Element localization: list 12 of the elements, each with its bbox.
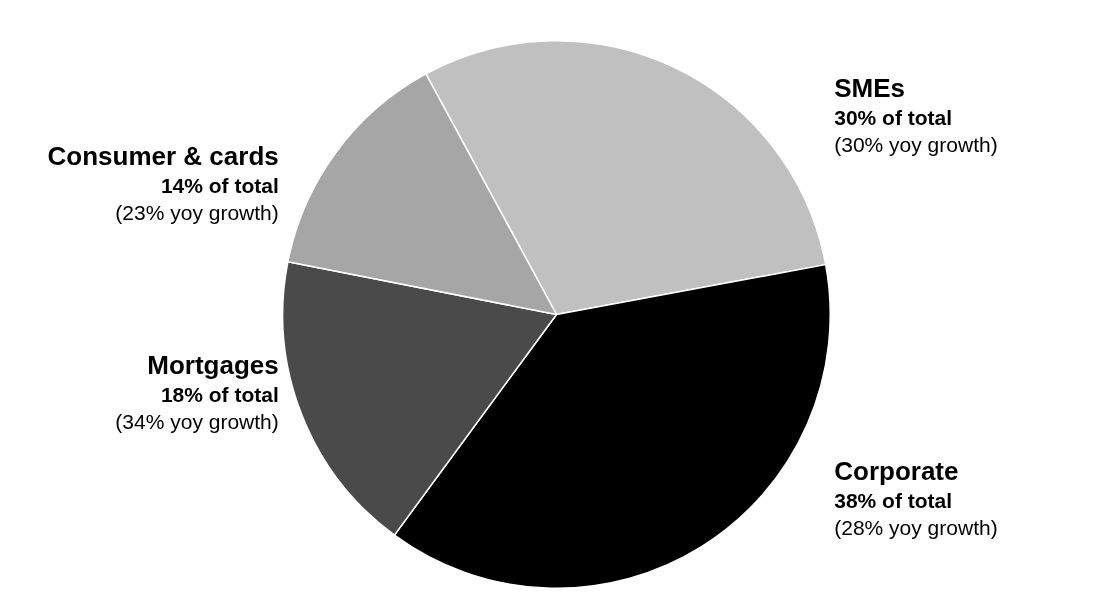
- slice-label: Corporate: [834, 456, 959, 487]
- data-label: 38% of total: [834, 489, 953, 513]
- text: (30% yoy growth): [834, 133, 998, 157]
- text: (28% yoy growth): [834, 516, 998, 540]
- data-label: 14% of total: [160, 174, 279, 198]
- data-label: 18% of total: [160, 383, 279, 407]
- text: (23% yoy growth): [115, 201, 279, 225]
- data-label: 30% of total: [834, 106, 953, 130]
- slice-label: Consumer & cards: [47, 141, 279, 172]
- slice-label: Mortgages: [147, 350, 279, 381]
- text: (34% yoy growth): [115, 410, 279, 434]
- slice-label: SMEs: [834, 73, 906, 104]
